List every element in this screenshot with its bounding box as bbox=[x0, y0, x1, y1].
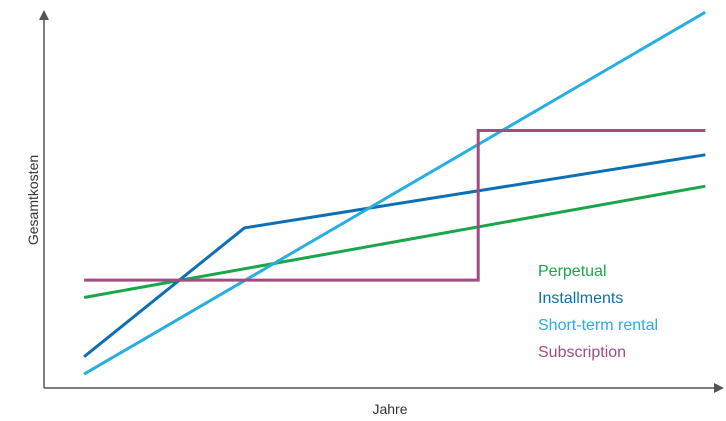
legend: Perpetual Installments Short-term rental… bbox=[538, 263, 658, 361]
legend-item-subscription: Subscription bbox=[538, 344, 626, 361]
x-axis-title: Jahre bbox=[372, 401, 407, 417]
legend-item-perpetual: Perpetual bbox=[538, 263, 607, 280]
legend-item-short-term-rental: Short-term rental bbox=[538, 317, 658, 334]
series-line-installments bbox=[83, 153, 706, 358]
series-line-short-term-rental bbox=[83, 10, 707, 376]
legend-item-installments: Installments bbox=[538, 290, 623, 307]
series-group bbox=[83, 10, 707, 376]
y-axis-title: Gesamtkosten bbox=[25, 155, 41, 245]
series-line-subscription bbox=[84, 129, 706, 282]
